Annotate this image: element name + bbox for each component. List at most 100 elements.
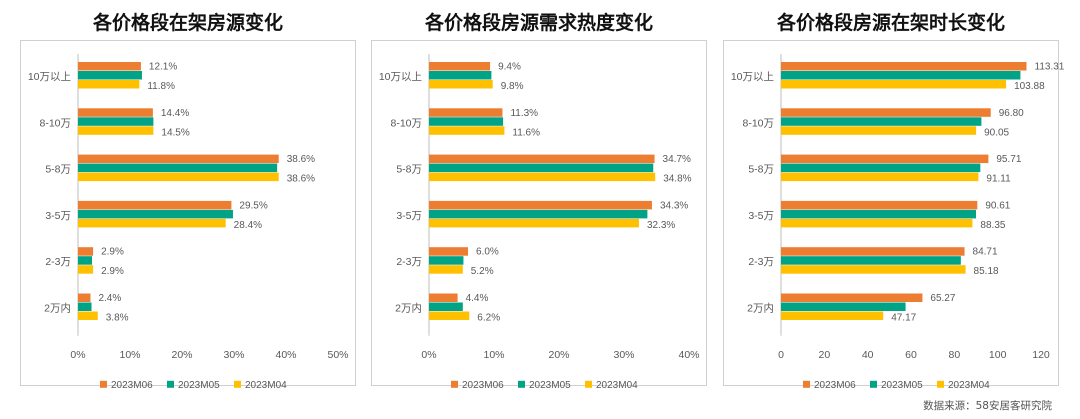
bar-2023M05	[429, 302, 463, 311]
category-label: 10万以上	[731, 71, 774, 83]
data-label: 11.6%	[512, 127, 540, 138]
category-label: 3-5万	[748, 210, 774, 222]
data-label: 4.4%	[466, 293, 489, 304]
data-label: 29.5%	[239, 200, 267, 211]
category-label: 3-5万	[396, 210, 422, 222]
bar-2023M04	[429, 126, 505, 135]
x-tick-label: 10%	[483, 349, 504, 361]
x-tick-label: 20	[818, 349, 830, 361]
x-tick-label: 30%	[223, 349, 244, 361]
data-label: 11.8%	[147, 81, 175, 92]
bar-2023M04	[781, 80, 1007, 89]
category-label: 2万内	[395, 302, 422, 315]
data-label: 11.3%	[510, 108, 538, 119]
legend-swatch	[870, 380, 877, 388]
data-label: 14.4%	[161, 108, 189, 119]
legend-swatch	[167, 380, 174, 388]
bar-2023M04	[781, 218, 973, 228]
category-label: 10万以上	[28, 71, 71, 83]
legend-label: 2023M05	[178, 380, 220, 391]
bar-2023M06	[781, 293, 923, 302]
bar-2023M06	[429, 154, 655, 164]
x-tick-label: 40	[862, 349, 874, 361]
bar-2023M06	[781, 154, 989, 164]
bar-2023M06	[781, 200, 978, 210]
bar-2023M05	[781, 163, 981, 173]
category-label: 3-5万	[45, 210, 71, 222]
bar-2023M05	[429, 71, 492, 80]
category-label: 8-10万	[742, 117, 774, 129]
bar-2023M04	[78, 311, 98, 320]
bar-2023M04	[429, 218, 639, 228]
x-tick-label: 20%	[171, 349, 192, 361]
panel-duration: 各价格段房源在架时长变化 10万以上 113.31 103.88 8-10万 96.80…	[723, 0, 1065, 400]
legend-swatch	[100, 380, 107, 388]
data-label: 85.18	[974, 266, 999, 277]
chart-title: 各价格段房源需求热度变化	[424, 12, 653, 34]
data-label: 34.8%	[663, 174, 691, 185]
bar-2023M06	[781, 62, 1027, 71]
bar-2023M06	[429, 108, 503, 117]
data-label: 6.2%	[477, 313, 500, 324]
legend-swatch	[803, 380, 810, 388]
bar-2023M05	[781, 209, 976, 219]
category-label: 2万内	[44, 302, 71, 315]
x-tick-label: 50%	[327, 349, 348, 361]
bar-2023M04	[781, 172, 979, 182]
bar-2023M05	[78, 302, 92, 311]
bar-2023M04	[781, 311, 884, 320]
bar-2023M05	[78, 209, 233, 219]
bar-2023M04	[78, 126, 154, 135]
chart-title: 各价格段在架房源变化	[92, 12, 283, 34]
bar-2023M06	[429, 247, 468, 256]
data-label: 38.6%	[287, 174, 315, 185]
x-tick-label: 30%	[613, 349, 634, 361]
legend-swatch	[585, 380, 592, 388]
x-tick-label: 40%	[678, 349, 699, 361]
bar-2023M05	[781, 71, 1021, 80]
x-tick-label: 0%	[421, 349, 436, 361]
bar-2023M04	[781, 265, 966, 274]
data-label: 90.05	[984, 127, 1009, 138]
data-label: 95.71	[996, 154, 1021, 165]
category-label: 10万以上	[379, 71, 422, 83]
data-source-note: 数据来源：58安居客研究院	[923, 400, 1052, 412]
bar-2023M06	[781, 108, 991, 117]
data-label: 34.7%	[663, 154, 691, 165]
bar-2023M05	[78, 71, 142, 80]
data-label: 2.9%	[101, 247, 124, 258]
category-label: 8-10万	[39, 117, 71, 129]
bar-2023M05	[429, 163, 654, 173]
category-label: 2-3万	[45, 256, 71, 268]
bar-2023M06	[78, 247, 94, 256]
data-label: 88.35	[980, 220, 1005, 231]
data-label: 34.3%	[660, 200, 688, 211]
bar-2023M04	[429, 172, 656, 182]
legend-label: 2023M06	[814, 380, 856, 391]
bar-2023M05	[781, 256, 961, 265]
bar-2023M06	[78, 293, 91, 302]
data-label: 12.1%	[149, 62, 177, 73]
chart-svg-duration: 10万以上 113.31 103.88 8-10万 96.80 90.05 5-8万 95.7…	[731, 54, 1065, 391]
data-label: 103.88	[1014, 81, 1045, 92]
bar-2023M06	[78, 62, 141, 71]
bar-2023M05	[781, 117, 982, 126]
legend-label: 2023M05	[881, 380, 923, 391]
data-label: 9.4%	[498, 62, 521, 73]
x-tick-label: 0	[778, 349, 784, 361]
data-label: 113.31	[1035, 62, 1065, 73]
bar-2023M04	[429, 80, 493, 89]
legend-swatch	[451, 380, 458, 388]
data-label: 6.0%	[476, 247, 499, 258]
chart-title: 各价格段房源在架时长变化	[776, 12, 1005, 34]
bar-2023M04	[429, 311, 470, 320]
legend-swatch	[234, 380, 241, 388]
data-label: 90.61	[985, 200, 1010, 211]
legend-swatch	[518, 380, 525, 388]
x-tick-label: 40%	[275, 349, 296, 361]
x-tick-label: 100	[989, 349, 1007, 361]
category-label: 2-3万	[748, 256, 774, 268]
legend-label: 2023M04	[596, 380, 638, 391]
data-label: 65.27	[930, 293, 955, 304]
data-label: 38.6%	[287, 154, 315, 165]
